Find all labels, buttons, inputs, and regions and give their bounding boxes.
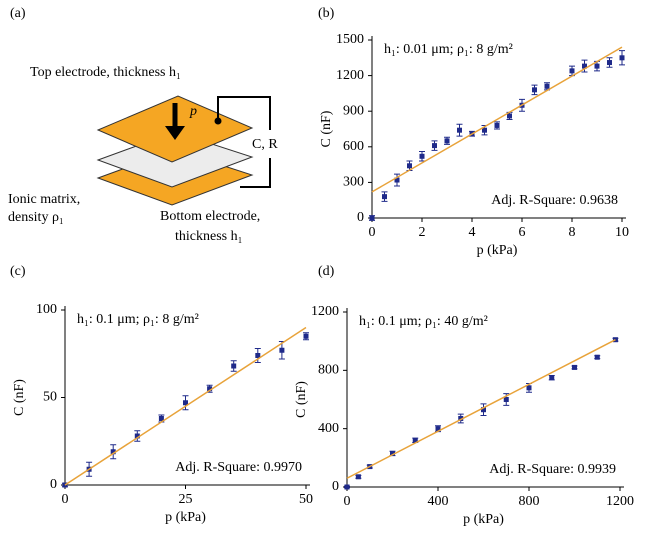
matrix-label: Ionic matrix, (8, 192, 80, 207)
point (158, 416, 164, 421)
x-tick-label: 25 (179, 492, 193, 507)
y-tick-label: 400 (318, 421, 339, 436)
y-tick-label: 0 (332, 479, 339, 494)
y-tick-label: 1500 (336, 32, 364, 47)
point (594, 63, 600, 69)
chart-title: h₁: 0.1 μm; ρ₁: 8 g/m² (77, 312, 199, 327)
point (526, 385, 532, 391)
point (231, 363, 237, 369)
annotation: Adj. R-Square: 0.9638 (491, 193, 618, 208)
x-axis-label: p (kPa) (477, 243, 518, 258)
y-tick-label: 800 (318, 363, 339, 378)
point (255, 353, 261, 358)
panel-label: (d) (318, 264, 335, 279)
y-tick-label: 50 (43, 390, 57, 405)
x-tick-label: 10 (615, 225, 629, 240)
wire (217, 96, 271, 130)
point (594, 354, 600, 360)
chart-title: h₁: 0.01 μm; ρ₁: 8 g/m² (384, 42, 513, 57)
point (619, 55, 625, 61)
point (503, 397, 509, 402)
bottom-label: thickness h₁ (175, 229, 242, 244)
x-tick-label: 8 (569, 225, 576, 240)
point (549, 375, 555, 381)
y-tick-label: 300 (343, 175, 364, 190)
point (435, 426, 441, 432)
point (110, 449, 116, 455)
x-tick-label: 2 (419, 225, 426, 240)
y-tick-label: 0 (357, 210, 364, 225)
point (279, 347, 285, 353)
point (572, 364, 577, 370)
arrow-head (165, 126, 185, 140)
panel-label: (a) (10, 6, 26, 21)
point (432, 143, 437, 149)
chart-title: h₁: 0.1 μm; ρ₁: 40 g/m² (359, 314, 488, 329)
point (407, 163, 412, 169)
point (582, 63, 587, 69)
bottom-label: Bottom electrode, (160, 209, 260, 224)
y-tick-label: 600 (343, 139, 364, 154)
point (507, 113, 512, 119)
panel-label: (c) (10, 264, 26, 279)
point (394, 177, 400, 183)
x-tick-label: 50 (299, 492, 313, 507)
point (369, 215, 375, 221)
y-tick-label: 1200 (311, 304, 339, 319)
point (382, 194, 387, 200)
x-tick-label: 0 (369, 225, 376, 240)
point (569, 68, 575, 74)
matrix-label: density ρ₁ (8, 210, 64, 225)
y-tick-label: 1200 (336, 68, 364, 83)
point (183, 400, 188, 406)
fit-line (371, 46, 623, 193)
wire (240, 158, 271, 188)
x-tick-label: 400 (428, 494, 449, 509)
y-tick-label: 0 (50, 477, 57, 492)
x-tick-label: 800 (519, 494, 540, 509)
point (134, 433, 140, 439)
point (494, 122, 500, 128)
y-axis-label: C (nF) (294, 381, 309, 418)
point (355, 474, 361, 480)
point (607, 60, 612, 66)
x-tick-label: 6 (519, 225, 526, 240)
point (444, 138, 450, 144)
x-tick-label: 4 (469, 225, 476, 240)
diagram: (a) p C, R Top electrode, thickness h₁ I… (8, 6, 278, 244)
force-label: p (189, 104, 197, 119)
point (458, 415, 464, 421)
point (412, 437, 418, 443)
point (482, 127, 487, 133)
point (344, 484, 350, 490)
panel-label: (b) (318, 6, 335, 21)
annotation: Adj. R-Square: 0.9970 (175, 460, 302, 475)
fit-line (346, 339, 616, 479)
y-axis-label: C (nF) (12, 379, 27, 416)
x-axis-label: p (kPa) (165, 510, 206, 525)
circuit-label: C, R (252, 137, 278, 152)
y-tick-label: 100 (36, 302, 57, 317)
point (457, 127, 462, 133)
point (419, 153, 425, 159)
point (544, 83, 550, 89)
x-tick-label: 0 (62, 492, 69, 507)
top-label: Top electrode, thickness h₁ (30, 65, 181, 80)
point (481, 407, 486, 413)
point (532, 87, 537, 93)
x-tick-label: 0 (344, 494, 351, 509)
annotation: Adj. R-Square: 0.9939 (489, 462, 616, 477)
y-tick-label: 900 (343, 103, 364, 118)
y-axis-label: C (nF) (319, 110, 334, 147)
point (207, 386, 213, 392)
point (303, 333, 309, 339)
x-axis-label: p (kPa) (463, 512, 504, 527)
x-tick-label: 1200 (606, 494, 634, 509)
point (390, 450, 395, 456)
fit-line (64, 326, 307, 486)
